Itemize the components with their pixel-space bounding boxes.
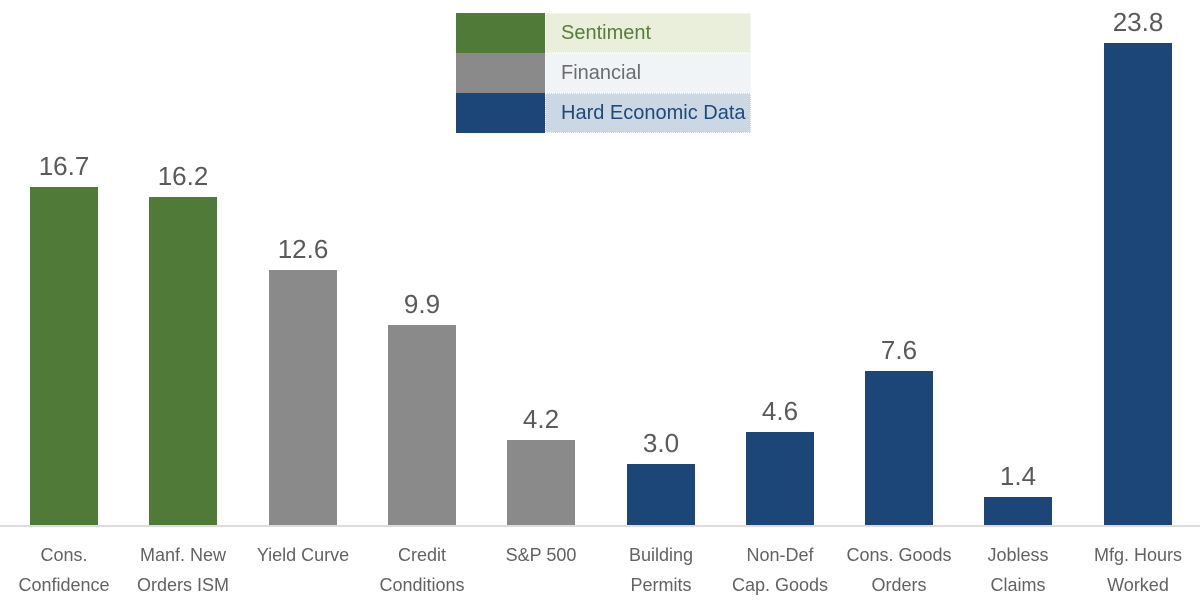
category-label-line: Orders <box>871 575 927 595</box>
bar-manf-new-orders-ism <box>149 197 217 525</box>
legend-label: Financial <box>545 53 751 93</box>
x-axis-line <box>0 525 1200 527</box>
category-label-line: Cons. <box>40 545 88 565</box>
chart-legend: Sentiment Financial Hard Economic Data <box>456 13 751 133</box>
category-label-line: Mfg. Hours <box>1093 545 1183 565</box>
legend-row-sentiment: Sentiment <box>456 13 751 53</box>
category-label-non-def-cap-goods: Non-Def Cap. Goods <box>705 540 855 600</box>
category-label-line: Confidence <box>18 575 110 595</box>
category-label-line: Permits <box>630 575 692 595</box>
value-label-cons-confidence: 16.7 <box>38 151 90 181</box>
bar-building-permits <box>627 464 695 525</box>
category-label-s-p-500: S&P 500 <box>466 540 616 570</box>
bar-s-p-500 <box>507 440 575 525</box>
legend-label: Sentiment <box>545 13 751 53</box>
category-label-line: Conditions <box>379 575 465 595</box>
value-label-cons-goods-orders: 7.6 <box>880 335 918 365</box>
category-label-building-permits: Building Permits <box>586 540 736 600</box>
category-label-line: Building <box>628 545 694 565</box>
legend-swatch-financial <box>456 53 545 93</box>
value-label-manf-new-orders-ism: 16.2 <box>157 161 209 191</box>
category-label-line: Jobless <box>987 545 1049 565</box>
value-label-building-permits: 3.0 <box>642 428 680 458</box>
legend-label: Hard Economic Data <box>545 93 751 133</box>
value-label-credit-conditions: 9.9 <box>403 289 441 319</box>
category-label-cons-confidence: Cons. Confidence <box>0 540 139 600</box>
category-label-line: Yield Curve <box>256 545 350 565</box>
category-label-line: Worked <box>1107 575 1169 595</box>
bar-yield-curve <box>269 270 337 525</box>
category-label-line: S&P 500 <box>505 545 577 565</box>
bar-non-def-cap-goods <box>746 432 814 525</box>
category-label-line: Claims <box>990 575 1046 595</box>
value-label-jobless-claims: 1.4 <box>999 461 1037 491</box>
bar-cons-goods-orders <box>865 371 933 525</box>
legend-row-hard-economic-data: Hard Economic Data <box>456 93 751 133</box>
value-label-s-p-500: 4.2 <box>522 404 560 434</box>
category-label-manf-new-orders-ism: Manf. New Orders ISM <box>108 540 258 600</box>
value-label-non-def-cap-goods: 4.6 <box>761 396 799 426</box>
bar-mfg-hours-worked <box>1104 43 1172 525</box>
category-label-credit-conditions: Credit Conditions <box>347 540 497 600</box>
bar-credit-conditions <box>388 325 456 525</box>
category-label-line: Cap. Goods <box>731 575 829 595</box>
category-label-cons-goods-orders: Cons. Goods Orders <box>824 540 974 600</box>
category-label-line: Manf. New <box>139 545 227 565</box>
bar-cons-confidence <box>30 187 98 525</box>
category-label-line: Non-Def <box>746 545 814 565</box>
legend-swatch-sentiment <box>456 13 545 53</box>
legend-row-financial: Financial <box>456 53 751 93</box>
category-label-yield-curve: Yield Curve <box>228 540 378 570</box>
legend-swatch-hard-economic-data <box>456 93 545 133</box>
category-label-mfg-hours-worked: Mfg. Hours Worked <box>1063 540 1200 600</box>
value-label-mfg-hours-worked: 23.8 <box>1112 7 1164 37</box>
category-label-jobless-claims: Jobless Claims <box>943 540 1093 600</box>
category-label-line: Cons. Goods <box>846 545 952 565</box>
category-label-line: Orders ISM <box>136 575 229 595</box>
bar-jobless-claims <box>984 497 1052 525</box>
value-label-yield-curve: 12.6 <box>277 234 329 264</box>
category-label-line: Credit <box>397 545 446 565</box>
